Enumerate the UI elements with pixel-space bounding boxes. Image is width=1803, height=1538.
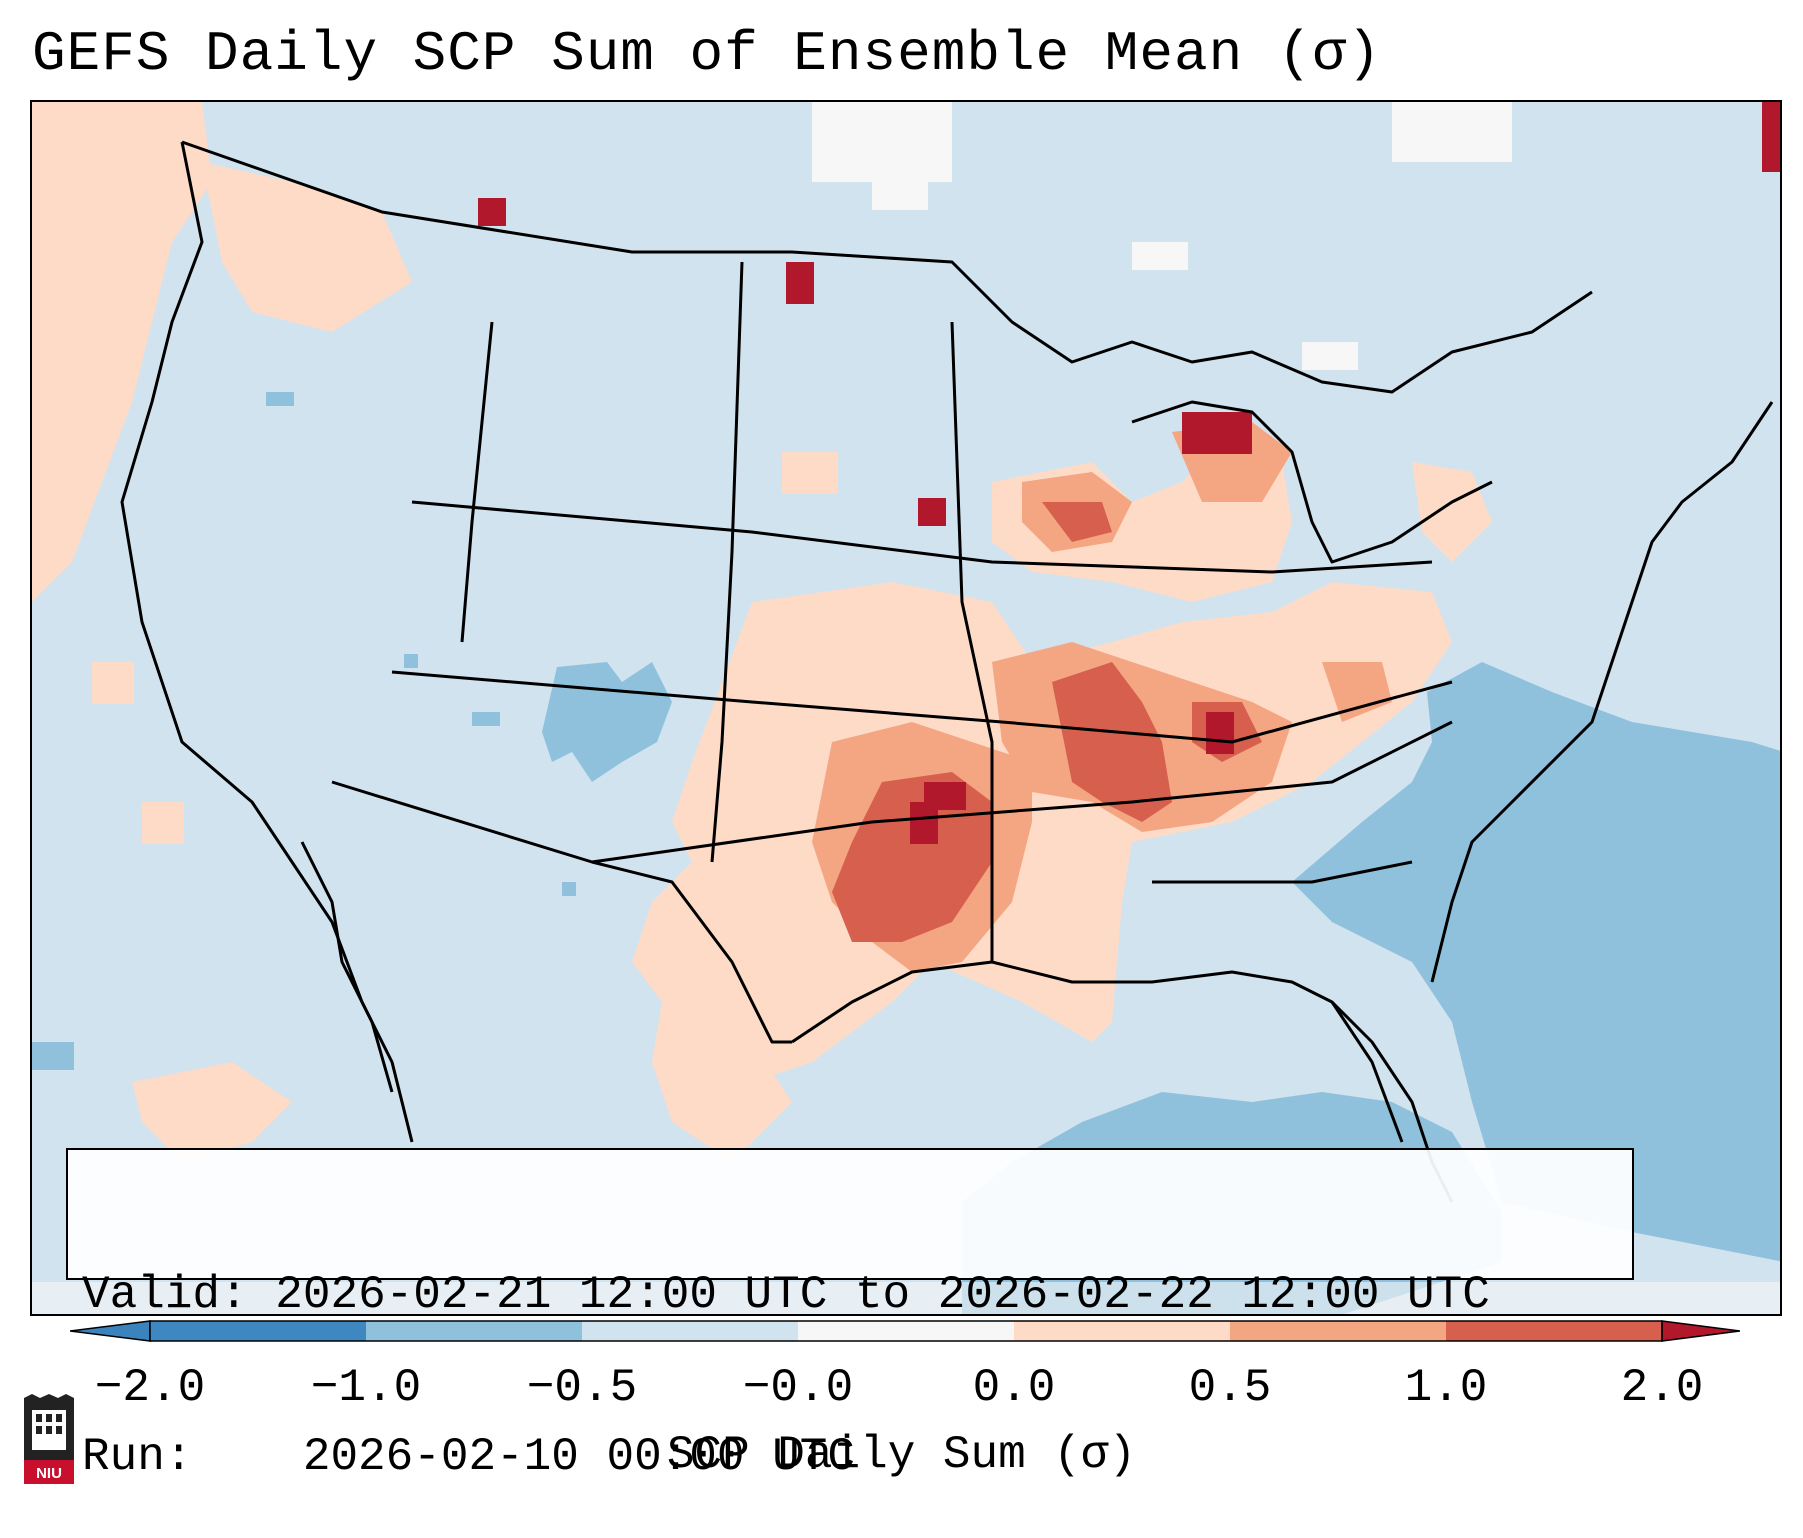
extreme-positive-areas [478, 102, 1780, 844]
nd-max-cell [786, 262, 814, 304]
colorbar-tick-5: 0.5 [1188, 1362, 1272, 1414]
canada-white-2 [872, 182, 928, 210]
baja-positive-area [132, 1062, 292, 1162]
map-canvas [32, 102, 1780, 1314]
colorbar-tick-3: −0.0 [742, 1362, 854, 1414]
colorbar-bin-1 [150, 1321, 366, 1341]
colorbar-bin-2 [366, 1321, 582, 1341]
run-label: Run: [82, 1431, 193, 1483]
colorbar-label: SCP Daily Sum (σ) [666, 1429, 1137, 1481]
niu-logo: NIU [24, 1394, 74, 1484]
boundaries [120, 140, 1774, 1203]
canada-white-1 [812, 102, 952, 182]
oh-medium-area [1322, 662, 1392, 722]
mexico-gulf-coast [791, 960, 1404, 1143]
state-lines-ns-3 [950, 321, 994, 962]
colorbar-tick-2: −0.5 [526, 1362, 638, 1414]
valid-value: 2026-02-21 12:00 UTC to 2026-02-22 12:00… [275, 1269, 1490, 1321]
logo-text: NIU [36, 1465, 62, 1482]
valid-label: Valid: [82, 1269, 248, 1321]
colorbar-bin-4 [798, 1321, 1014, 1341]
valid-line: Valid: 2026-02-21 12:00 UTC to 2026-02-2… [82, 1268, 1618, 1322]
canada-white-5 [1392, 102, 1512, 162]
map-panel[interactable] [30, 100, 1782, 1316]
colorbar-bin-3 [582, 1321, 798, 1341]
gulf-white-arc [32, 1282, 1780, 1314]
mexico-positive-area [652, 1002, 792, 1162]
chart-title: GEFS Daily SCP Sum of Ensemble Mean (σ) [32, 22, 1382, 86]
colorado-negative-area [542, 662, 672, 782]
colorbar-outline [149, 1320, 1663, 1342]
colorbar-tick-6: 1.0 [1404, 1362, 1488, 1414]
colorbar [70, 1320, 1740, 1342]
ca-positive-cell-2 [142, 802, 184, 844]
run-value: 2026-02-10 00:00 UTC [302, 1431, 855, 1483]
colorbar-tick-7: 2.0 [1620, 1362, 1704, 1414]
run-line: Run: 2026-02-10 00:00 UTC [82, 1430, 1618, 1484]
mi-max-cell [1182, 412, 1252, 454]
nd-positive-cell [782, 452, 838, 494]
ia-max-cell [918, 498, 946, 526]
colorbar-bin-5 [1014, 1321, 1230, 1341]
colorbar-tick-1: −1.0 [310, 1362, 422, 1414]
ut-negative-cell [472, 712, 500, 726]
valid-time-box: Valid: 2026-02-21 12:00 UTC to 2026-02-2… [66, 1148, 1634, 1483]
ok-max-cell-2 [924, 782, 966, 810]
ca-negative-cell [32, 1042, 74, 1070]
great-lakes-outline [1131, 400, 1493, 564]
mt-max-cell [478, 198, 506, 226]
wa-positive-area [202, 162, 412, 332]
canada-max-cell [1762, 102, 1780, 172]
state-lines-ns-1 [460, 321, 494, 643]
state-lines-ns-2 [710, 261, 744, 863]
wi-strong-area [1042, 502, 1112, 542]
colorbar-tick-0: −2.0 [94, 1362, 206, 1414]
colorbar-tick-4: 0.0 [972, 1362, 1056, 1414]
baja-coast [300, 841, 394, 1093]
canada-white-3 [1132, 242, 1188, 270]
state-lines-ew-3 [331, 720, 1453, 864]
canada-white-4 [1302, 342, 1358, 370]
pacific-positive-area [32, 102, 212, 602]
atlantic-negative-area [1292, 662, 1780, 1262]
state-lines-ew-4 [1152, 860, 1413, 884]
near-zero-areas [32, 102, 1780, 1314]
texas-border [591, 860, 792, 1044]
state-lines-ew-1 [411, 500, 1433, 574]
us-canada-border [181, 140, 1593, 394]
ca-positive-cell-1 [92, 662, 134, 704]
colorbar-extend-low [70, 1320, 151, 1342]
in-max-cell [1206, 712, 1234, 754]
light-positive-areas [32, 102, 1492, 1162]
nv-negative-cell [404, 654, 418, 668]
state-lines-ew-2 [391, 670, 1453, 744]
mo-strong-area [1052, 662, 1172, 822]
idaho-negative-cell [266, 392, 294, 406]
east-coast [1430, 401, 1774, 983]
ne-positive-area [1412, 462, 1492, 562]
colorbar-extend-high [1661, 1320, 1740, 1342]
nm-negative-cell [562, 882, 576, 896]
colorbar-bin-6 [1230, 1321, 1446, 1341]
colorbar-bin-7 [1446, 1321, 1662, 1341]
